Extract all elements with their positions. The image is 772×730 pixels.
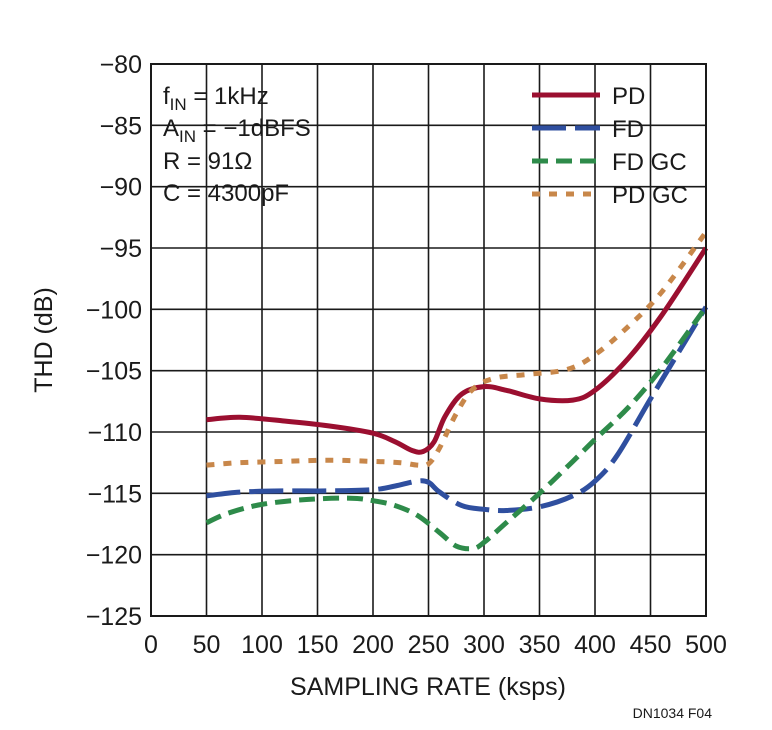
legend-label-pd-gc: PD GC — [612, 182, 688, 209]
annotation-fin-sub: IN — [170, 95, 187, 114]
annotation-fin: fIN = 1kHz — [163, 83, 269, 114]
series-line-pd-gc — [206, 230, 709, 469]
legend-label-fd: FD — [612, 116, 644, 143]
y-tick-label: −95 — [100, 235, 142, 263]
y-tick-label: −125 — [86, 603, 142, 631]
annotation-ain: AIN = −1dBFS — [163, 115, 311, 146]
series-line-pd — [206, 246, 709, 455]
y-tick-label: −100 — [86, 296, 142, 324]
x-tick-label: 100 — [241, 631, 283, 659]
x-axis-title: SAMPLING RATE (ksps) — [290, 673, 566, 701]
y-tick-label: −85 — [100, 112, 142, 140]
conditions-annotation: fIN = 1kHz AIN = −1dBFS R = 91Ω C = 4300… — [163, 83, 311, 207]
legend: PD FD FD GC PD GC — [532, 83, 688, 209]
x-tick-label: 250 — [408, 631, 450, 659]
grid — [151, 64, 706, 616]
x-tick-label: 200 — [352, 631, 394, 659]
x-tick-label: 0 — [144, 631, 158, 659]
annotation-fin-main: f — [163, 83, 170, 110]
y-tick-label: −80 — [100, 51, 142, 79]
y-tick-label: −110 — [88, 419, 142, 447]
y-tick-label: −115 — [88, 480, 142, 508]
series-layer — [205, 230, 709, 552]
annotation-ain-main: A — [163, 115, 179, 142]
y-tick-label: −120 — [86, 542, 142, 570]
annotation-r: R = 91Ω — [163, 148, 252, 175]
annotation-c: C = 4300pF — [163, 180, 289, 207]
figure-id: DN1034 F04 — [633, 705, 713, 721]
tick-labels: 0 50 100 150 200 250 300 350 400 450 500 −80 −85 −90 −… — [86, 51, 727, 659]
plot-frame — [150, 63, 707, 617]
y-tick-label: −90 — [100, 174, 142, 202]
y-tick-label: −105 — [86, 358, 142, 386]
x-tick-label: 350 — [519, 631, 561, 659]
legend-label-fd-gc: FD GC — [612, 149, 687, 176]
annotation-ain-rest: = −1dBFS — [196, 115, 311, 142]
legend-label-pd: PD — [612, 83, 645, 110]
x-tick-label: 450 — [630, 631, 672, 659]
annotation-fin-rest: = 1kHz — [187, 83, 269, 110]
series-line-fd-gc — [205, 305, 709, 552]
annotation-ain-sub: IN — [179, 127, 196, 146]
x-tick-label: 150 — [297, 631, 339, 659]
x-tick-label: 50 — [193, 631, 221, 659]
y-axis-title: THD (dB) — [30, 287, 58, 393]
x-tick-label: 500 — [685, 631, 727, 659]
x-tick-label: 300 — [463, 631, 505, 659]
series-line-fd — [206, 305, 709, 514]
x-tick-label: 400 — [574, 631, 616, 659]
